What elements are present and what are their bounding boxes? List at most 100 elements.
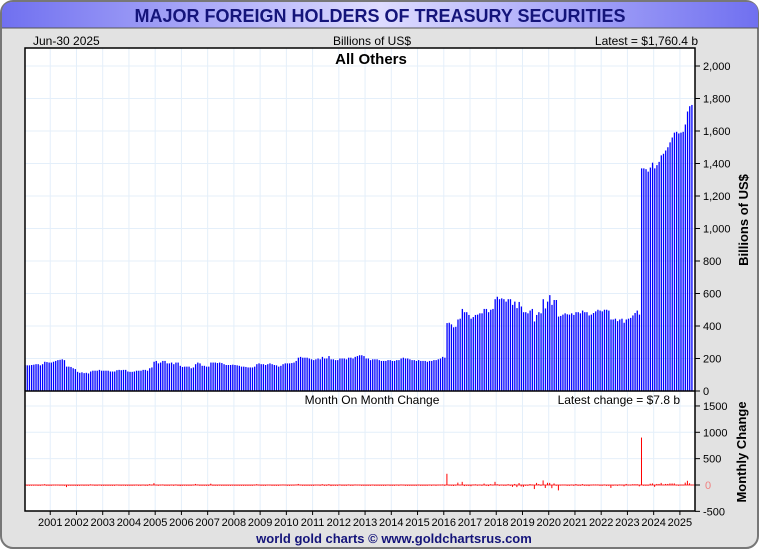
holdings-bar [57,360,59,391]
holdings-bar [682,131,684,391]
holdings-bar [680,132,682,391]
holdings-bar [284,363,286,391]
holdings-bar [501,298,503,391]
holdings-bar [444,357,446,391]
holdings-bar [608,310,610,391]
holdings-bar [555,300,558,391]
holdings-bar [448,322,450,391]
holdings-bar [575,312,577,391]
holdings-bar [52,361,55,391]
holdings-bar [503,299,505,391]
holdings-bar [538,312,540,391]
holdings-bar [398,360,400,391]
holdings-bar [337,360,339,391]
holdings-bar [194,364,197,391]
holdings-bar [527,313,529,391]
holdings-bar [173,364,175,391]
holdings-bar [474,314,477,391]
holdings-bar [566,314,568,391]
holdings-bar [431,360,433,391]
holdings-bar [553,300,555,391]
holdings-bar [428,360,431,391]
holdings-bar [352,358,354,391]
holdings-bar [44,361,46,391]
holdings-bar [470,318,472,391]
y-axis-ticks: 0 200 400 600 800 1,000 1,200 1,400 1,600 1,800 2,… [695,61,731,518]
holdings-bar [514,301,516,391]
holdings-bar [46,362,48,391]
holdings-bar [350,357,352,391]
holdings-bar [33,364,35,391]
change-bar [153,483,155,485]
holdings-bar [221,363,223,391]
holdings-bar [413,360,415,391]
holdings-bar [332,359,335,391]
holdings-bar [100,370,103,391]
change-bar [551,485,553,489]
holdings-bar [262,364,265,391]
holdings-bar [26,365,28,391]
x-tick-label: 2010 [274,517,298,529]
holdings-bar [140,370,142,391]
holdings-bar [409,359,411,391]
holdings-bar [365,358,367,391]
x-tick-label: 2022 [589,517,613,529]
holdings-bar [122,369,125,391]
holdings-bar [105,370,107,391]
y-tick-label: 1500 [703,401,727,413]
holdings-bar [665,150,667,391]
holdings-bar [400,358,402,391]
holdings-bar [125,369,127,391]
holdings-bar [468,314,470,391]
change-bar [76,485,78,486]
holdings-bar [109,371,112,391]
holdings-bar [649,167,652,391]
holdings-bar [483,308,485,391]
holdings-bar [348,357,350,391]
holdings-bar [321,356,324,391]
change-bar [529,484,531,485]
holdings-bar [103,370,105,391]
holdings-bar [181,366,184,391]
holdings-bar [295,360,297,391]
holdings-bar [520,306,523,391]
holdings-bar [490,309,492,391]
holdings-bar [288,363,291,391]
holdings-bar [396,360,398,391]
holdings-bar [175,362,177,391]
change-bar [665,483,667,485]
holdings-bar [505,301,507,391]
holdings-bar [345,359,348,391]
change-bar [638,485,640,487]
holdings-bar [625,319,627,391]
holdings-bar [439,358,442,391]
holdings-bar [411,360,413,391]
holdings-bar [216,363,219,391]
holdings-bar [55,360,57,391]
holdings-bar [186,366,188,391]
holdings-bar [656,165,658,391]
y-tick-label: 1,600 [703,126,731,138]
holdings-bar [135,370,138,391]
holdings-bar [546,301,549,391]
change-bar [557,485,559,491]
holdings-bar [533,321,536,391]
holdings-bar [686,111,689,391]
x-tick-label: 2021 [563,517,587,529]
holdings-bar [640,168,643,391]
holdings-bar [612,319,614,391]
change-bar [463,485,465,487]
change-bars [25,437,695,491]
upper-y-axis-label: Billions of US$ [736,173,751,266]
holdings-bar [190,368,192,391]
holdings-bar [616,321,619,391]
holdings-bar [282,364,284,391]
change-bar [514,483,516,485]
holdings-bar [437,359,439,391]
holdings-bar [619,319,621,391]
change-bar [533,485,535,490]
upper-panel-title: All Others [335,51,407,68]
x-tick-label: 2019 [510,517,534,529]
holdings-bar [461,308,464,391]
